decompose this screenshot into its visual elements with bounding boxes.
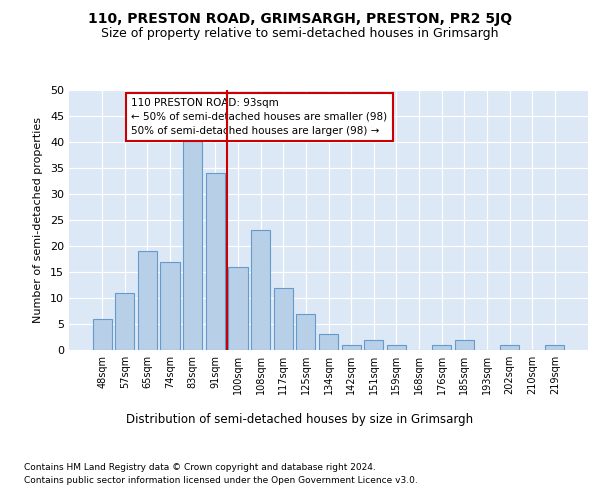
Text: Distribution of semi-detached houses by size in Grimsargh: Distribution of semi-detached houses by …	[127, 412, 473, 426]
Bar	[251, 230, 270, 350]
Bar	[432, 345, 451, 350]
Y-axis label: Number of semi-detached properties: Number of semi-detached properties	[33, 117, 43, 323]
Bar	[341, 345, 361, 350]
Bar	[296, 314, 316, 350]
Bar	[229, 267, 248, 350]
Bar	[455, 340, 474, 350]
Bar	[319, 334, 338, 350]
Bar	[500, 345, 519, 350]
Text: Size of property relative to semi-detached houses in Grimsargh: Size of property relative to semi-detach…	[101, 28, 499, 40]
Text: Contains public sector information licensed under the Open Government Licence v3: Contains public sector information licen…	[24, 476, 418, 485]
Bar	[545, 345, 565, 350]
Bar	[160, 262, 180, 350]
Bar	[92, 319, 112, 350]
Bar	[138, 251, 157, 350]
Bar	[183, 132, 202, 350]
Bar	[364, 340, 383, 350]
Text: 110 PRESTON ROAD: 93sqm
← 50% of semi-detached houses are smaller (98)
50% of se: 110 PRESTON ROAD: 93sqm ← 50% of semi-de…	[131, 98, 388, 136]
Bar	[206, 173, 225, 350]
Text: Contains HM Land Registry data © Crown copyright and database right 2024.: Contains HM Land Registry data © Crown c…	[24, 462, 376, 471]
Bar	[387, 345, 406, 350]
Bar	[115, 293, 134, 350]
Bar	[274, 288, 293, 350]
Text: 110, PRESTON ROAD, GRIMSARGH, PRESTON, PR2 5JQ: 110, PRESTON ROAD, GRIMSARGH, PRESTON, P…	[88, 12, 512, 26]
